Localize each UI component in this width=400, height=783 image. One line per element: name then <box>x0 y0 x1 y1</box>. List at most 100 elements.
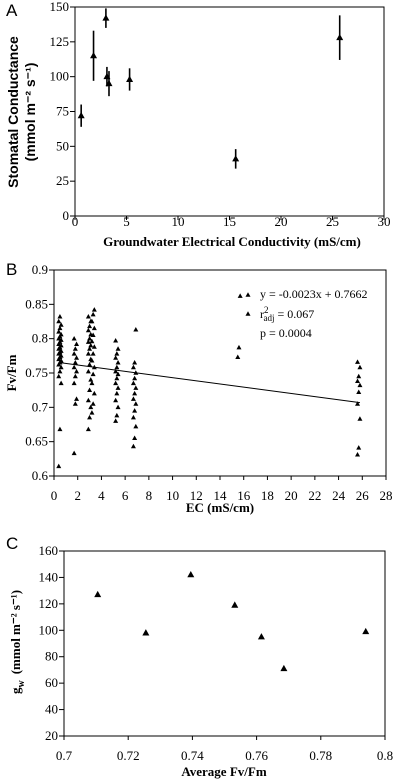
data-point <box>88 342 94 348</box>
y-tick-label: 100 <box>39 622 59 637</box>
panel-a-y-axis-title-line1: Stomatal Conductance <box>5 36 21 188</box>
data-point <box>90 401 96 406</box>
data-point <box>85 313 91 319</box>
y-tick-label: 0.75 <box>25 365 48 380</box>
data-point <box>113 338 119 343</box>
data-point <box>57 426 63 432</box>
y-tick-label: 0.8 <box>32 331 48 346</box>
x-tick-label: 16 <box>237 488 251 503</box>
data-point <box>356 389 362 395</box>
data-point <box>355 378 361 384</box>
data-point <box>115 346 121 351</box>
y-tick-label: 25 <box>56 173 69 188</box>
x-tick-label: 6 <box>122 488 129 503</box>
data-point <box>115 385 121 390</box>
data-point <box>232 155 240 162</box>
panel-b: B 0.60.650.70.750.80.850.9 0 2 4 6 8 10 12 14 16… <box>4 260 393 515</box>
y-tick-label: 0.9 <box>32 262 48 277</box>
panel-b-regression-line <box>59 362 360 404</box>
data-point <box>105 79 113 87</box>
data-point <box>90 51 98 59</box>
data-point <box>132 435 138 441</box>
panel-c-y-axis-title: gw(mmol m⁻² s⁻¹) <box>8 590 27 694</box>
x-tick-label: 15 <box>223 214 236 229</box>
data-point <box>77 111 85 119</box>
y-tick-label: 0.6 <box>32 468 49 483</box>
x-tick-label: 10 <box>166 488 179 503</box>
data-point <box>356 445 362 450</box>
data-point <box>58 342 64 348</box>
data-point <box>88 404 94 410</box>
y-tick-label: 0 <box>63 208 70 223</box>
data-point <box>58 348 64 353</box>
x-tick-label: 20 <box>285 488 298 503</box>
data-point <box>280 664 288 672</box>
data-point <box>130 396 136 401</box>
y-tick-label: 0.65 <box>25 434 48 449</box>
data-point <box>355 401 361 406</box>
data-point <box>132 408 138 413</box>
y-tick-label: 75 <box>56 104 69 119</box>
y-tick-label: 120 <box>39 596 59 611</box>
panel-a-x-axis: 0 5 10 15 20 25 30 <box>72 214 391 229</box>
data-point <box>132 360 138 365</box>
data-point <box>113 368 119 374</box>
data-point <box>133 401 139 406</box>
data-point <box>91 344 97 349</box>
data-point <box>130 380 136 386</box>
data-point <box>236 344 242 350</box>
y-tick-label: 125 <box>50 34 70 49</box>
x-tick-label: 25 <box>326 214 339 229</box>
x-tick-label: 18 <box>261 488 274 503</box>
data-point <box>58 364 64 370</box>
data-point <box>115 371 121 377</box>
data-point <box>88 377 94 382</box>
data-point <box>336 33 344 41</box>
data-point <box>85 368 91 374</box>
data-point <box>114 375 120 381</box>
data-point <box>87 346 93 351</box>
x-tick-label: 26 <box>356 488 370 503</box>
regression-equation: y = -0.0023x + 0.7662 <box>260 287 368 301</box>
panel-c-plot-area <box>63 550 386 737</box>
data-point <box>56 318 62 324</box>
data-point <box>72 401 78 406</box>
data-point <box>87 323 93 329</box>
data-point <box>114 390 120 396</box>
panel-b-x-axis: 0 2 4 6 8 10 12 14 16 18 20 22 24 26 28 <box>51 476 393 503</box>
panel-a-y-axis: 0 25 50 75 100 125 150 <box>50 0 75 223</box>
x-tick-label: 5 <box>123 214 130 229</box>
data-point <box>58 331 64 337</box>
data-point <box>130 414 136 420</box>
data-point <box>357 416 363 421</box>
panel-b-points <box>56 293 363 469</box>
data-point <box>132 390 138 396</box>
y-tick-label: 80 <box>45 649 58 664</box>
data-point <box>115 360 121 365</box>
data-point <box>91 390 97 396</box>
x-tick-label: 20 <box>275 214 288 229</box>
y-tick-label: 140 <box>39 569 59 584</box>
data-point <box>74 355 80 360</box>
data-point <box>85 351 91 356</box>
data-point <box>85 339 91 344</box>
data-point <box>71 351 77 356</box>
data-point <box>130 443 136 449</box>
regression-p-value: p = 0.0004 <box>260 326 312 340</box>
data-point <box>114 412 120 418</box>
panel-c-x-axis: 0.7 0.72 0.74 0.76 0.78 0.8 <box>56 736 393 763</box>
data-point <box>102 14 110 21</box>
data-point <box>90 351 96 356</box>
data-point <box>257 633 265 640</box>
panel-b-letter: B <box>6 260 17 279</box>
data-point <box>74 368 80 374</box>
data-point <box>87 387 93 392</box>
y-tick-label: 0.7 <box>32 399 49 414</box>
x-tick-label: 0.78 <box>309 748 332 763</box>
panel-b-y-axis-title: Fv/Fm <box>4 354 19 391</box>
data-point <box>126 75 134 82</box>
data-point <box>85 426 91 432</box>
data-point <box>133 385 139 390</box>
data-point <box>94 590 102 598</box>
data-point <box>133 423 139 429</box>
